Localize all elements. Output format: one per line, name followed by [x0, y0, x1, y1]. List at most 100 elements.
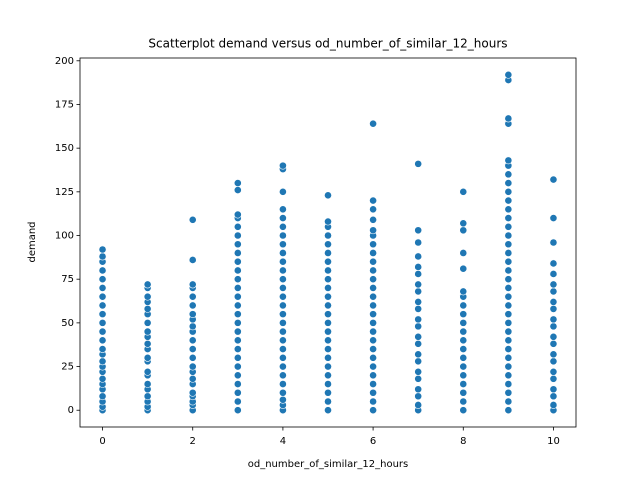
x-tick-label: 6	[370, 436, 376, 447]
y-tick-label: 100	[55, 231, 74, 242]
point	[324, 310, 332, 319]
point	[98, 301, 107, 310]
point	[549, 322, 558, 331]
point	[279, 205, 287, 214]
point	[369, 292, 377, 301]
point	[369, 301, 377, 310]
point	[98, 284, 107, 292]
point	[98, 327, 107, 336]
point	[324, 231, 332, 240]
point	[143, 280, 152, 289]
point	[233, 310, 242, 319]
point	[324, 249, 332, 257]
point	[459, 388, 468, 397]
point	[369, 266, 377, 275]
point	[98, 245, 107, 254]
point	[279, 249, 287, 257]
point	[233, 275, 242, 284]
point	[279, 362, 287, 371]
point	[414, 374, 423, 383]
point	[459, 327, 468, 336]
x-axis-label: od_number_of_similar_12_hours	[248, 459, 409, 470]
point	[369, 240, 377, 249]
point	[369, 257, 377, 266]
point	[504, 214, 513, 222]
y-tick-label: 150	[55, 143, 74, 154]
y-tick-label: 200	[55, 56, 74, 67]
point	[233, 380, 242, 388]
point	[98, 292, 107, 301]
point	[188, 362, 197, 371]
point	[504, 336, 513, 345]
point	[504, 345, 513, 353]
point	[143, 318, 152, 327]
point	[414, 315, 423, 324]
point	[549, 287, 558, 296]
point	[98, 357, 107, 366]
point	[414, 304, 423, 313]
point	[324, 397, 332, 406]
point	[414, 287, 423, 296]
point	[279, 257, 287, 266]
chart-title: Scatterplot demand versus od_number_of_s…	[148, 37, 507, 51]
point	[549, 259, 558, 268]
point	[504, 406, 513, 415]
point	[324, 318, 332, 327]
point	[143, 392, 152, 401]
plot-frame	[79, 57, 577, 428]
point	[369, 215, 377, 224]
point	[143, 327, 152, 336]
point	[233, 388, 242, 397]
point	[414, 385, 423, 394]
point	[549, 175, 558, 184]
point	[369, 345, 377, 353]
point	[504, 380, 513, 388]
point	[504, 114, 513, 123]
point	[98, 266, 107, 275]
point	[233, 406, 242, 415]
point	[324, 275, 332, 284]
point	[233, 222, 242, 231]
point	[188, 353, 197, 362]
point	[504, 371, 513, 380]
point	[549, 315, 558, 324]
point	[233, 292, 242, 301]
point	[279, 371, 287, 380]
point	[233, 240, 242, 249]
point	[549, 350, 558, 359]
point	[549, 401, 558, 409]
point	[504, 240, 513, 249]
point	[279, 292, 287, 301]
point	[414, 270, 423, 278]
point	[414, 298, 423, 306]
point	[233, 284, 242, 292]
point	[549, 385, 558, 394]
point	[324, 371, 332, 380]
point	[279, 327, 287, 336]
point	[369, 362, 377, 371]
point	[504, 70, 513, 79]
point	[549, 357, 558, 366]
point	[279, 301, 287, 310]
point	[504, 266, 513, 275]
point	[188, 256, 197, 264]
point	[459, 371, 468, 380]
point	[188, 388, 197, 397]
point	[549, 238, 558, 247]
point	[369, 336, 377, 345]
point	[233, 249, 242, 257]
point	[98, 252, 107, 261]
point	[459, 362, 468, 371]
point	[324, 257, 332, 266]
point	[414, 226, 423, 235]
point	[459, 345, 468, 353]
point	[233, 345, 242, 353]
point	[414, 339, 423, 348]
point	[279, 353, 287, 362]
x-tick-label: 4	[280, 436, 286, 447]
point	[504, 353, 513, 362]
point	[369, 310, 377, 319]
point	[504, 310, 513, 319]
point	[279, 345, 287, 353]
